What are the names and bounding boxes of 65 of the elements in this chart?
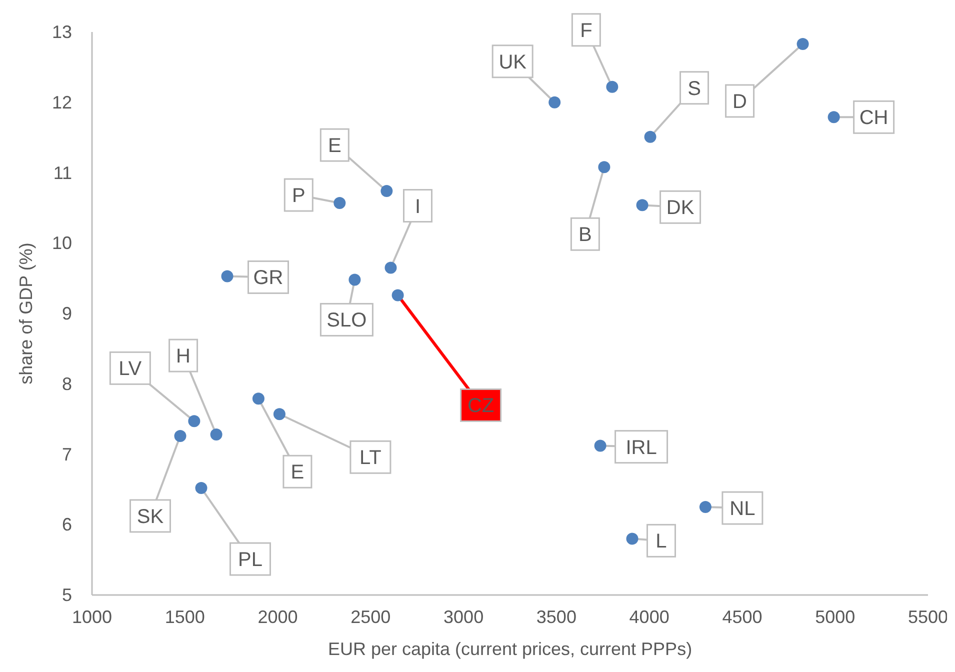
x-tick-label: 5000 xyxy=(815,607,856,627)
point xyxy=(334,197,346,210)
annotation: E xyxy=(328,135,342,158)
point xyxy=(548,96,561,108)
annotation: B xyxy=(578,224,592,246)
annotation: IRL xyxy=(626,436,657,459)
y-tick-label: 10 xyxy=(52,233,72,254)
annotation: SLO xyxy=(326,310,367,332)
annotation: LV xyxy=(118,358,142,380)
point xyxy=(210,428,222,441)
x-tick-label: 3000 xyxy=(444,607,484,627)
point xyxy=(796,38,809,50)
y-tick-label: 11 xyxy=(53,162,72,183)
point xyxy=(699,501,712,514)
annotation: CZ xyxy=(467,395,494,418)
x-tick-label: 5500 xyxy=(908,607,948,627)
x-axis-title: EUR per capita (current prices, current PPPs) xyxy=(328,639,692,659)
point xyxy=(273,408,286,420)
annotation: PL xyxy=(238,549,262,572)
y-tick-label: 12 xyxy=(52,92,72,112)
x-tick-label: 1500 xyxy=(164,607,205,627)
point xyxy=(384,262,397,274)
point xyxy=(644,130,656,143)
x-tick-label: 1000 xyxy=(72,607,112,627)
point xyxy=(174,430,186,442)
point xyxy=(828,111,840,124)
x-tick-label: 2500 xyxy=(350,607,391,627)
point xyxy=(252,392,264,405)
annotation: CH xyxy=(859,107,888,130)
annotation: DK xyxy=(666,197,695,220)
x-tick-label: 2000 xyxy=(258,607,298,627)
x-tick-label: 3500 xyxy=(536,607,576,627)
point xyxy=(626,532,638,545)
y-tick-label: 8 xyxy=(62,374,72,394)
point xyxy=(380,185,393,198)
annotation: S xyxy=(688,78,701,100)
y-tick-label: 6 xyxy=(62,514,72,535)
annotation: P xyxy=(292,185,306,208)
point xyxy=(598,161,610,174)
y-tick-label: 5 xyxy=(62,585,72,605)
point xyxy=(392,289,404,302)
annotation: L xyxy=(656,530,667,553)
annotation: UK xyxy=(498,51,528,74)
point xyxy=(606,80,618,93)
annotation: SK xyxy=(136,506,164,528)
annotation: GR xyxy=(253,267,284,290)
point xyxy=(594,440,606,452)
point xyxy=(188,415,200,428)
y-axis-title: share of GDP (%) xyxy=(16,242,36,384)
x-tick-label: 4500 xyxy=(722,607,762,627)
annotation: F xyxy=(580,20,592,42)
point xyxy=(348,274,361,286)
y-tick-label: 9 xyxy=(62,304,72,324)
y-tick-label: 7 xyxy=(62,444,72,464)
point xyxy=(221,270,234,282)
x-tick-label: 4000 xyxy=(629,607,670,627)
annotation: D xyxy=(732,90,748,113)
annotation: NL xyxy=(730,498,756,520)
annotation: E xyxy=(290,462,304,484)
annotation: I xyxy=(414,196,421,218)
annotation: H xyxy=(176,346,191,368)
point xyxy=(636,199,648,212)
point xyxy=(195,482,208,494)
y-tick-label: 13 xyxy=(52,22,72,42)
annotation: LT xyxy=(360,447,382,470)
